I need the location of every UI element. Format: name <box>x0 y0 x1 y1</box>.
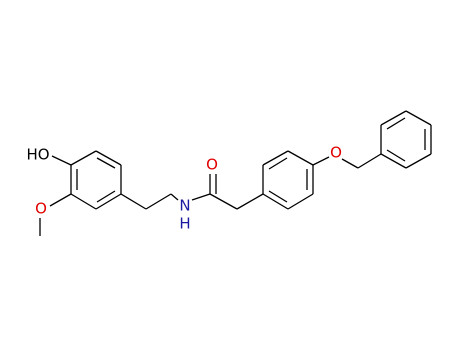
atom-label: O <box>35 200 47 218</box>
atom-label: O <box>330 144 342 162</box>
atom-label: O <box>206 156 218 174</box>
bonds <box>39 110 432 236</box>
atom-label: H <box>179 215 190 233</box>
atom-label: HO <box>26 146 49 164</box>
atom-label: N <box>179 197 190 215</box>
